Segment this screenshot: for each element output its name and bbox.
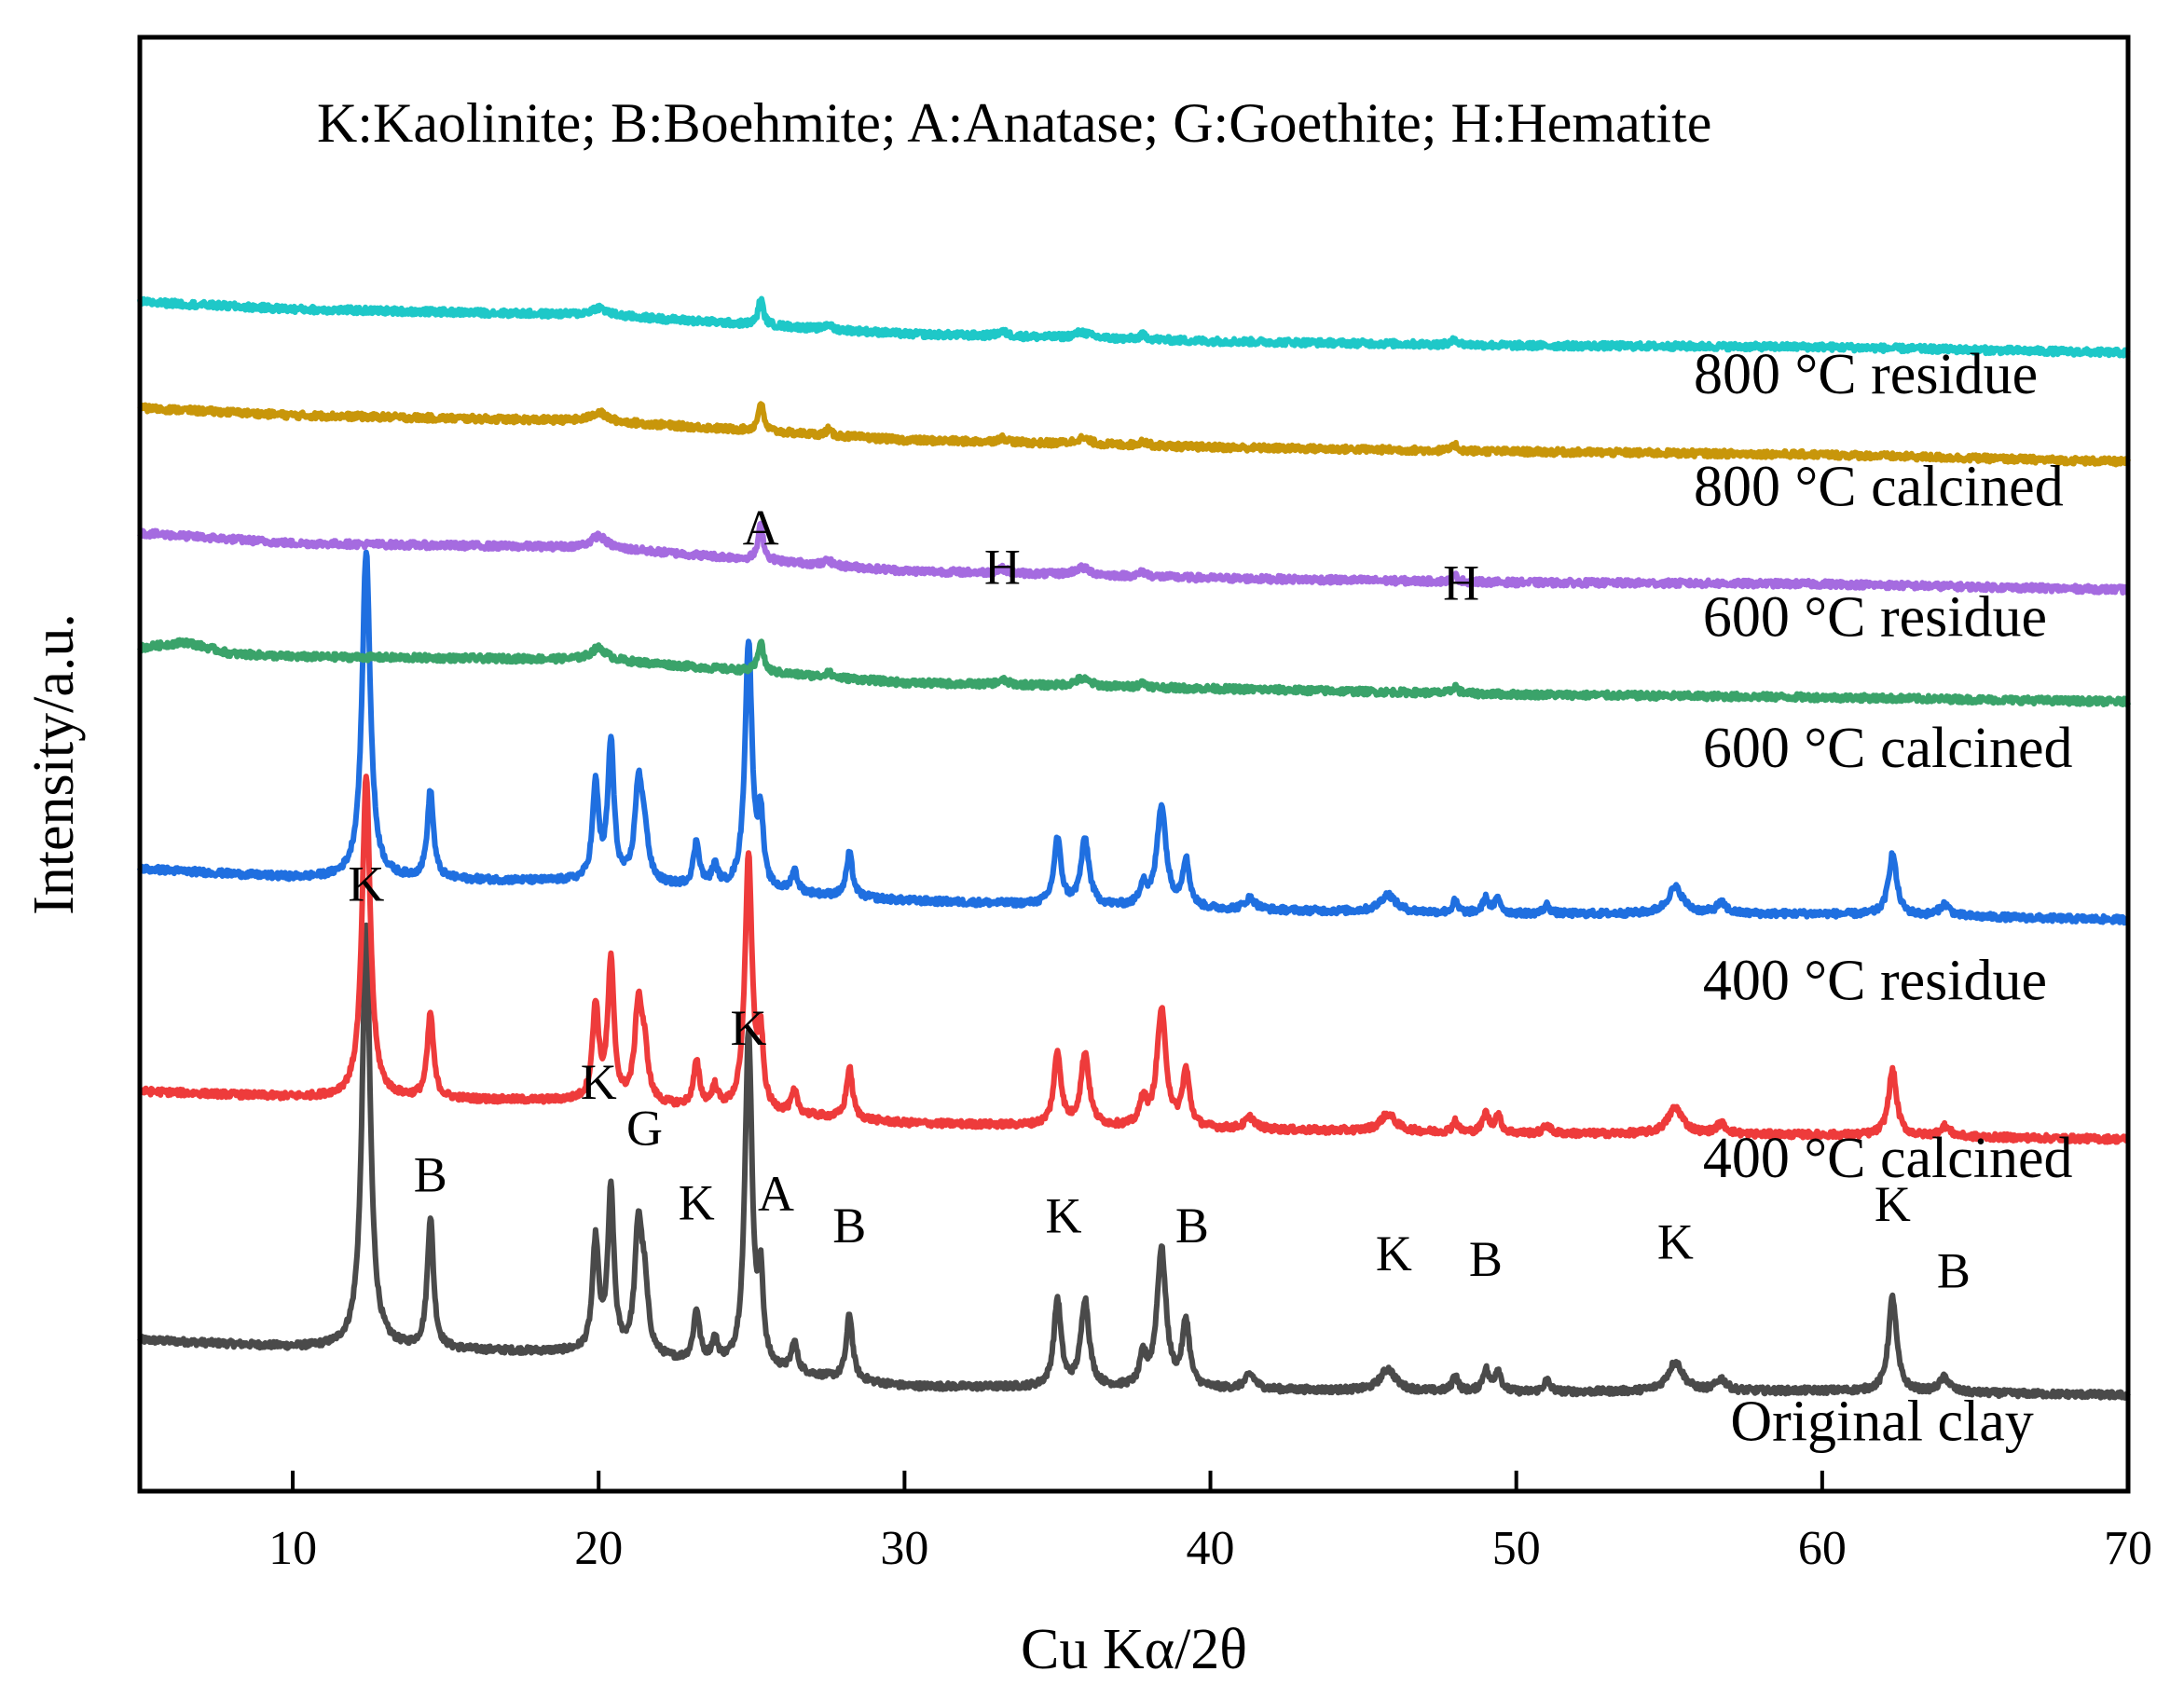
peak-label: H — [1443, 555, 1479, 611]
x-axis-title: Cu Kα/2θ — [1021, 1618, 1247, 1681]
xrd-traces — [137, 295, 2131, 1401]
peak-label: B — [414, 1147, 447, 1203]
peak-label: K — [1376, 1226, 1412, 1281]
annotations: 800 °C residue 800 °C calcined 600 °C resi… — [348, 343, 2072, 1453]
peak-label: K — [1046, 1187, 1082, 1243]
series-line — [137, 549, 2131, 926]
series-line — [137, 774, 2131, 1145]
peak-label: B — [832, 1198, 866, 1254]
legend-note: K:Kaolinite; B:Boehmite; A:Anatase; G:Go… — [317, 92, 1711, 154]
peak-label: B — [1175, 1198, 1209, 1254]
x-tick-label: 40 — [1187, 1522, 1235, 1575]
plot-frame — [137, 34, 2131, 1494]
series-label: 600 °C residue — [1703, 586, 2047, 650]
peak-label: B — [1469, 1231, 1503, 1287]
x-tick-label: 20 — [574, 1522, 623, 1575]
peak-label: B — [1937, 1243, 1971, 1299]
series-line — [137, 295, 2131, 359]
peak-label: G — [626, 1101, 663, 1157]
peak-label: K — [581, 1054, 617, 1110]
x-tick-label: 30 — [880, 1522, 928, 1575]
x-tick-label: 60 — [1798, 1522, 1847, 1575]
x-axis-ticks: 10 20 30 40 50 60 70 — [268, 1471, 2152, 1575]
peak-label: A — [758, 1166, 794, 1222]
peak-label: H — [984, 540, 1021, 596]
peak-label: A — [743, 500, 779, 555]
series-label: 400 °C calcined — [1703, 1127, 2073, 1190]
peak-label: K — [1657, 1213, 1694, 1269]
x-tick-label: 70 — [2104, 1522, 2152, 1575]
x-tick-label: 50 — [1492, 1522, 1541, 1575]
series-label: Original clay — [1730, 1390, 2033, 1453]
series-line — [137, 520, 2131, 596]
series-label: 800 °C calcined — [1694, 455, 2064, 518]
series-line — [137, 922, 2131, 1401]
peak-label: K — [1875, 1176, 1911, 1232]
series-label: 800 °C residue — [1694, 343, 2038, 406]
series-line — [137, 637, 2131, 707]
peak-label: K — [731, 1000, 767, 1056]
series-line — [137, 401, 2131, 468]
series-label: 400 °C residue — [1703, 950, 2047, 1013]
series-label: 600 °C calcined — [1703, 717, 2073, 780]
peak-label: K — [348, 856, 384, 912]
y-axis-title: Intensity/a.u. — [22, 613, 86, 915]
peak-label: K — [679, 1174, 715, 1230]
x-tick-label: 10 — [268, 1522, 317, 1575]
